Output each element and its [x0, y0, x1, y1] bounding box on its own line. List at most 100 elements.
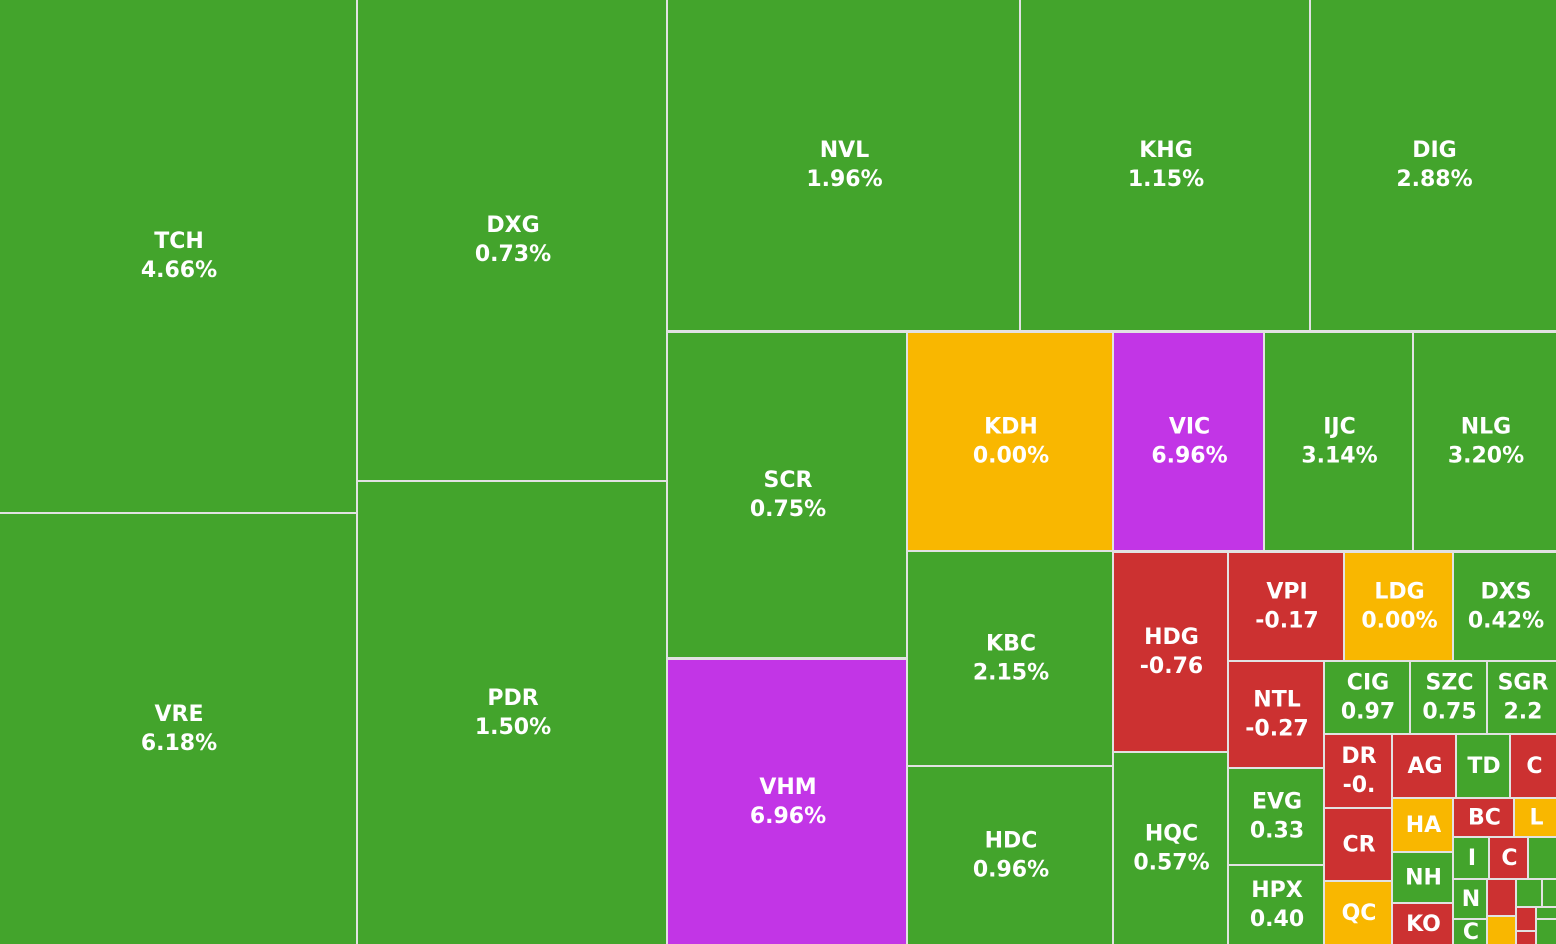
tile-ticker: C: [1463, 920, 1479, 944]
tile-ticker: IJC: [1323, 415, 1356, 440]
tile: QC: [1325, 882, 1391, 944]
tile-small: [1517, 932, 1535, 944]
tile: HA: [1393, 799, 1452, 851]
tile-rect: [1454, 920, 1486, 944]
tile-change: -0.17: [1255, 609, 1318, 634]
tile-change: 2.15%: [973, 661, 1049, 686]
tile-change: 0.75%: [750, 497, 826, 522]
tile-change: 1.15%: [1128, 167, 1204, 192]
tile-change: 2.2: [1504, 700, 1543, 725]
tile: BC: [1454, 799, 1513, 836]
tile: VIC 6.96%: [1114, 333, 1263, 550]
tile-rect: [1511, 735, 1556, 797]
tile-change: 0.96%: [973, 858, 1049, 883]
tile-change: 0.97: [1341, 700, 1395, 725]
tile-rect: [1229, 866, 1323, 944]
tile-change: 3.14%: [1301, 444, 1377, 469]
tile-change: 6.96%: [750, 804, 826, 829]
tile: DXG 0.73%: [358, 0, 666, 480]
tile: PDR 1.50%: [358, 482, 666, 944]
tile-rect: [1021, 0, 1309, 330]
tile: VPI -0.17: [1229, 553, 1343, 660]
tile-ticker: KHG: [1139, 138, 1193, 163]
tile-rect: [1454, 880, 1486, 918]
tile-rect: [358, 0, 666, 480]
tile: NVL 1.96%: [668, 0, 1019, 330]
tile-change: 0.73%: [475, 242, 551, 267]
tile-rect: [1311, 0, 1556, 330]
tile-change: -0.: [1343, 773, 1376, 798]
tile-ticker: HQC: [1145, 822, 1198, 847]
tile-rect: [1325, 662, 1409, 733]
tile-ticker: DIG: [1412, 138, 1457, 163]
tile: NTL -0.27: [1229, 662, 1323, 767]
tile-rect: [908, 552, 1112, 765]
tile-rect: [1515, 799, 1556, 836]
tile-rect: [1265, 333, 1412, 550]
tile-rect: [908, 767, 1112, 944]
tile-rect: [1114, 333, 1263, 550]
tile-rect: [668, 333, 906, 657]
tile: AG: [1393, 735, 1455, 797]
tile: CR: [1325, 809, 1391, 880]
tile-small: [1517, 880, 1541, 906]
tile-ticker: KBC: [986, 632, 1036, 657]
tile-change: -0.76: [1140, 654, 1203, 679]
tile-ticker: L: [1529, 806, 1543, 831]
tile-rect: [1393, 799, 1452, 851]
tile-small: [1517, 908, 1535, 930]
tile-ticker: NTL: [1253, 688, 1300, 713]
tile-ticker: SCR: [764, 468, 813, 493]
tile-rect: [1488, 662, 1556, 733]
tile-ticker: CR: [1342, 833, 1375, 858]
tile: DR -0.: [1325, 735, 1391, 807]
tile-ticker: QC: [1342, 901, 1377, 926]
tile-change: 4.66%: [141, 258, 217, 283]
tile-change: 1.50%: [475, 715, 551, 740]
tile-rect: [1114, 553, 1227, 751]
tile-ticker: TCH: [154, 229, 204, 254]
tile-ticker: DXS: [1480, 580, 1531, 605]
tile: KDH 0.00%: [908, 333, 1112, 550]
tile: C: [1454, 920, 1486, 944]
tile-change: -0.27: [1245, 717, 1308, 742]
tile: TD: [1457, 735, 1509, 797]
tile-ticker: PDR: [487, 686, 538, 711]
tile: KO: [1393, 904, 1452, 944]
tile-rect: [1490, 838, 1527, 878]
tile-ticker: C: [1526, 754, 1542, 779]
tile-rect: [1454, 799, 1513, 836]
tile-ticker: C: [1501, 846, 1517, 871]
tile-rect: [1114, 753, 1227, 944]
tile-small: [1537, 908, 1556, 918]
tile-ticker: SGR: [1498, 671, 1549, 696]
tile-ticker: HA: [1406, 813, 1441, 838]
tile-ticker: I: [1468, 846, 1476, 871]
tile-rect: [1411, 662, 1486, 733]
tile-ticker: EVG: [1252, 790, 1302, 815]
tile-rect: [668, 0, 1019, 330]
tile-small: [1488, 917, 1515, 944]
tile-small: [1543, 880, 1556, 906]
tile: I: [1454, 838, 1488, 878]
tile-rect: [1414, 333, 1556, 550]
tile-ticker: NVL: [820, 138, 869, 163]
tile-ticker: N: [1462, 887, 1480, 912]
tile-rect: [1457, 735, 1509, 797]
tile: DXS 0.42%: [1454, 553, 1556, 660]
tile: N: [1454, 880, 1486, 918]
tile: KBC 2.15%: [908, 552, 1112, 765]
tile-rect: [0, 0, 356, 512]
tile-change: 3.20%: [1448, 444, 1524, 469]
tile-ticker: BC: [1468, 806, 1501, 831]
tile: SZC 0.75: [1411, 662, 1486, 733]
tile: VHM 6.96%: [668, 660, 906, 944]
tile: KHG 1.15%: [1021, 0, 1309, 330]
tile-ticker: HDC: [985, 829, 1038, 854]
tile-change: 6.18%: [141, 731, 217, 756]
tile-small: [1488, 880, 1515, 915]
tile: L: [1515, 799, 1556, 836]
tile: NH: [1393, 853, 1452, 902]
tile: NLG 3.20%: [1414, 333, 1556, 550]
tile: C: [1511, 735, 1556, 797]
